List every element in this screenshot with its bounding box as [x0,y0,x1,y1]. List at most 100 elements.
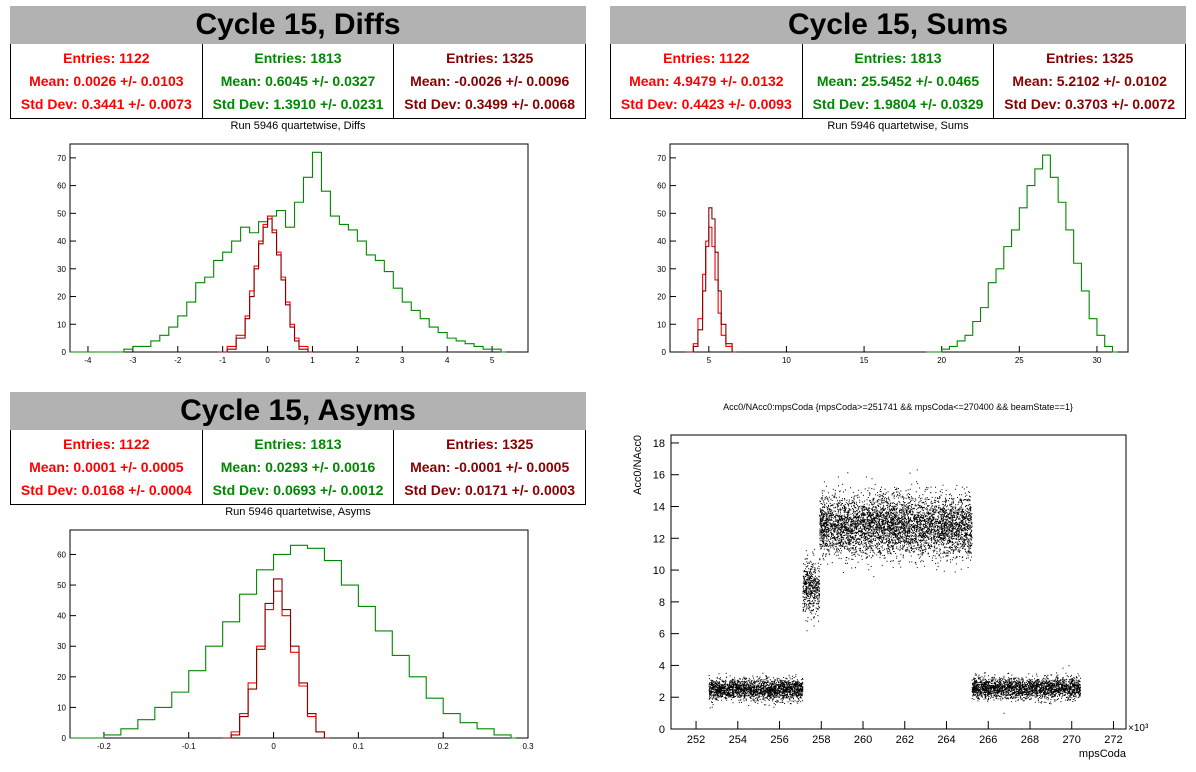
hist-series-3 [218,218,313,353]
stat-series-3: Entries: 1325 Mean: 5.2102 +/- 0.0102 St… [993,44,1185,118]
y-tick-label: 10 [57,703,66,712]
x-tick-label: 256 [770,734,788,746]
y-tick-label: 50 [57,581,66,590]
scatter-plot: 252 254 256 258 260 262 264 266 268 270 272 0 2 4 6 8 10… [632,434,1149,760]
x-tick-label: 0.3 [522,742,534,751]
y-tick-label: 50 [657,209,666,218]
hist-series-1 [926,154,1118,353]
x-tick-label: 10 [782,356,791,365]
stat-mean: Mean: 25.5452 +/- 0.0465 [816,72,980,89]
x-tick-label: 268 [1021,734,1039,746]
y-tick-label: 20 [57,293,66,302]
stat-mean: Mean: -0.0001 +/- 0.0005 [410,458,570,475]
x-tick-label: 272 [1104,734,1122,746]
x-tick-label: 0.2 [438,742,450,751]
plot-subtitle: Run 5946 quartetwise, Sums [827,120,969,132]
stats-box: Entries: 1122 Mean: 0.0001 +/- 0.0005 St… [10,430,586,505]
y-tick-label: 10 [57,320,66,329]
stats-box: Entries: 1122 Mean: 0.0026 +/- 0.0103 St… [10,44,586,119]
y-tick-label: 12 [653,533,665,545]
stat-entries: Entries: 1122 [663,49,750,66]
y-tick-label: 20 [57,673,66,682]
stat-entries: Entries: 1122 [63,435,150,452]
stat-mean: Mean: 5.2102 +/- 0.0102 [1012,72,1167,89]
hist-series-2 [218,215,313,353]
stat-std: Std Dev: 1.9804 +/- 0.0329 [812,96,984,113]
x-tick-label: -2 [174,356,182,365]
x-tick-label: -0.2 [97,742,111,751]
x-tick-label: 25 [1015,356,1024,365]
plot-frame [69,529,529,739]
panel-asyms: Cycle 15, Asyms Entries: 1122 Mean: 0.00… [10,392,586,768]
stat-std: Std Dev: 0.0171 +/- 0.0003 [404,482,576,499]
x-tick-label: -0.1 [182,742,196,751]
plot-frame [69,143,529,353]
stat-mean: Mean: 4.9479 +/- 0.0132 [629,72,784,89]
stat-entries: Entries: 1325 [446,49,534,66]
x-tick-label: 4 [445,356,450,365]
y-tick-label: 60 [57,550,66,559]
y-tick-label: 0 [659,724,665,736]
x-tick-label: -4 [84,356,92,365]
x-tick-label: 0.1 [353,742,365,751]
stat-mean: Mean: 0.0293 +/- 0.0016 [220,458,376,475]
y-tick-label: 40 [57,612,66,621]
plot-frame [670,434,1127,730]
stat-entries: Entries: 1325 [446,435,534,452]
stat-std: Std Dev: 1.3910 +/- 0.0231 [212,96,384,113]
y-tick-label: 2 [659,692,665,704]
y-tick-label: 60 [57,182,66,191]
stat-series-3: Entries: 1325 Mean: -0.0001 +/- 0.0005 S… [393,430,585,504]
x-tick-label: 270 [1063,734,1081,746]
x-tick-label: 258 [812,734,830,746]
y-tick-label: 30 [657,265,666,274]
x-tick-label: 2 [355,356,360,365]
panel-title: Cycle 15, Diffs [10,6,586,44]
stat-series-3: Entries: 1325 Mean: -0.0026 +/- 0.0096 S… [393,44,585,118]
x-tick-label: 30 [1092,356,1101,365]
y-tick-label: 40 [657,237,666,246]
plot-subtitle: Run 5946 quartetwise, Asyms [225,506,371,518]
stat-series-2: Entries: 1813 Mean: 0.6045 +/- 0.0327 St… [201,44,394,118]
stat-entries: Entries: 1813 [254,49,342,66]
x-axis-label: mpsCoda [1079,748,1127,760]
x-tick-label: 3 [400,356,405,365]
x-tick-label: -1 [219,356,227,365]
y-tick-label: 18 [653,438,665,450]
x-tick-label: 262 [896,734,914,746]
y-axis-label: Acc0/NAcc0 [632,435,644,495]
stat-std: Std Dev: 0.3441 +/- 0.0073 [20,96,192,113]
hist-series-2 [685,226,738,353]
y-tick-label: 70 [657,154,666,163]
x-tick-label: 254 [729,734,747,746]
hist-series-1 [70,544,517,739]
y-tick-label: 0 [62,348,67,357]
stat-series-1: Entries: 1122 Mean: 4.9479 +/- 0.0132 St… [611,44,802,118]
stat-entries: Entries: 1122 [63,49,150,66]
histogram-asyms: -0.2 -0.1 0 0.1 0.2 0.3 0 10 20 30 40 50 60 [57,529,534,751]
plot-title: Acc0/NAcc0:mpsCoda {mpsCoda>=251741 && m… [723,402,1073,412]
y-tick-label: 40 [57,237,66,246]
x-tick-label: 1 [310,356,315,365]
y-tick-label: 8 [659,597,665,609]
x-tick-label: 264 [937,734,955,746]
y-tick-label: 60 [657,182,666,191]
stat-entries: Entries: 1325 [1046,49,1134,66]
stat-entries: Entries: 1813 [854,49,942,66]
plot-frame [669,143,1129,353]
hist-series-3 [685,207,738,353]
y-tick-label: 30 [57,265,66,274]
panel-title: Cycle 15, Sums [610,6,1186,44]
x-tick-label: -3 [129,356,137,365]
x-tick-label: 5 [707,356,712,365]
x-tick-label: 252 [687,734,705,746]
x-tick-label: 15 [860,356,869,365]
stat-std: Std Dev: 0.3703 +/- 0.0072 [1004,96,1176,113]
stat-std: Std Dev: 0.3499 +/- 0.0068 [404,96,576,113]
y-tick-label: 0 [62,734,67,743]
stats-box: Entries: 1122 Mean: 4.9479 +/- 0.0132 St… [610,44,1186,119]
hist-series-1 [70,151,507,353]
y-tick-label: 10 [653,565,665,577]
